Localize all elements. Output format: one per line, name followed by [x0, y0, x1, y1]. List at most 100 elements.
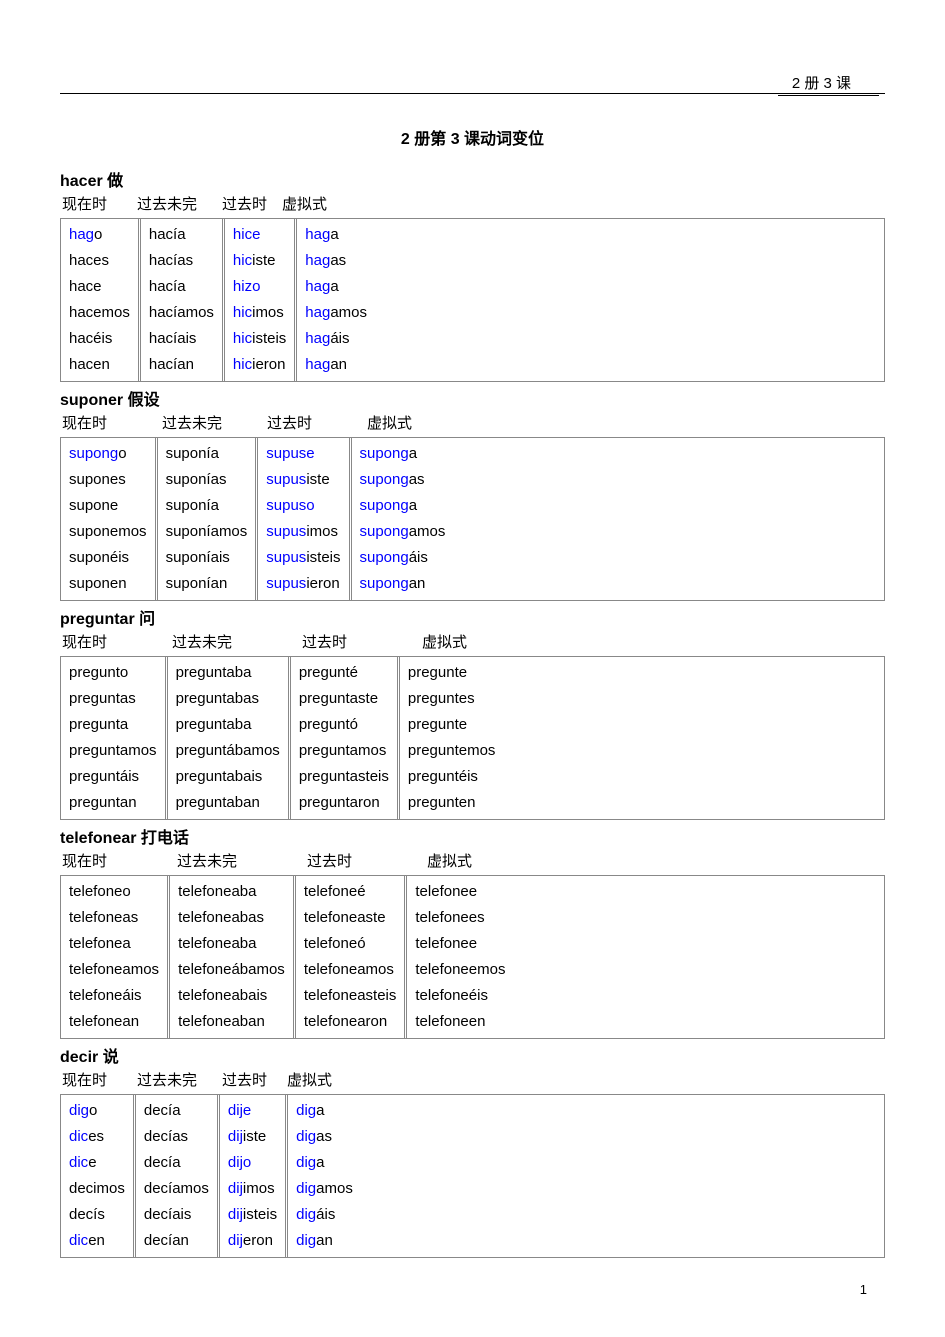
conjugation-cell: dijeron	[228, 1228, 277, 1254]
conjugation-cell: telefonee	[415, 879, 505, 905]
conjugation-column: telefoneetelefoneestelefoneetelefoneemos…	[404, 876, 513, 1038]
tense-header: 过去时	[220, 1069, 285, 1092]
conjugation-cell: hagáis	[305, 326, 367, 352]
tense-headers-row: 现在时过去未完过去时虚拟式	[60, 412, 885, 435]
conjugation-cell: preguntéis	[408, 764, 496, 790]
conjugation-cell: digo	[69, 1098, 125, 1124]
conjugation-cell: suponéis	[69, 545, 147, 571]
tense-headers-row: 现在时过去未完过去时虚拟式	[60, 1069, 885, 1092]
conjugation-cell: dices	[69, 1124, 125, 1150]
conjugation-cell: digamos	[296, 1176, 353, 1202]
conjugation-cell: telefoneéis	[415, 983, 505, 1009]
tense-header: 现在时	[60, 193, 135, 216]
tense-header: 虚拟式	[285, 1069, 350, 1092]
conjugation-cell: preguntáis	[69, 764, 157, 790]
tense-header: 虚拟式	[420, 631, 520, 654]
conjugation-cell: preguntabais	[176, 764, 280, 790]
conjugation-cell: dijimos	[228, 1176, 277, 1202]
conjugation-cell: suponíamos	[166, 519, 248, 545]
conjugation-cell: digan	[296, 1228, 353, 1254]
conjugation-cell: supuse	[266, 441, 340, 467]
conjugation-cell: telefonee	[415, 931, 505, 957]
conjugation-cell: pregunte	[408, 712, 496, 738]
tense-header: 虚拟式	[425, 850, 525, 873]
conjugation-cell: telefoneamos	[304, 957, 397, 983]
conjugation-cell: supongan	[360, 571, 446, 597]
tense-header: 现在时	[60, 631, 170, 654]
conjugation-cell: telefonearon	[304, 1009, 397, 1035]
conjugation-cell: preguntábamos	[176, 738, 280, 764]
conjugation-cell: suponga	[360, 441, 446, 467]
conjugation-cell: telefoneabas	[178, 905, 285, 931]
conjugation-cell: supongo	[69, 441, 147, 467]
conjugation-cell: pregunté	[299, 660, 389, 686]
conjugation-cell: dijisteis	[228, 1202, 277, 1228]
conjugation-cell: preguntaban	[176, 790, 280, 816]
conjugation-cell: diga	[296, 1150, 353, 1176]
conjugation-cell: dicen	[69, 1228, 125, 1254]
conjugation-cell: hagas	[305, 248, 367, 274]
tense-headers-row: 现在时过去未完过去时虚拟式	[60, 193, 885, 216]
conjugation-cell: supongáis	[360, 545, 446, 571]
conjugation-cell: preguntabas	[176, 686, 280, 712]
conjugation-cell: preguntó	[299, 712, 389, 738]
conjugation-column: hagohaceshacehacemoshacéishacen	[61, 219, 138, 381]
conjugation-column: digodicesdicedecimosdecísdicen	[61, 1095, 133, 1257]
conjugation-column: dijedijistedijodijimosdijisteisdijeron	[217, 1095, 285, 1257]
conjugation-cell: preguntaba	[176, 660, 280, 686]
conjugation-cell: dice	[69, 1150, 125, 1176]
conjugation-cell: supuso	[266, 493, 340, 519]
conjugation-cell: preguntes	[408, 686, 496, 712]
conjugation-cell: suponía	[166, 493, 248, 519]
tense-header: 过去未完	[170, 631, 300, 654]
conjugation-cell: preguntas	[69, 686, 157, 712]
conjugation-cell: decías	[144, 1124, 209, 1150]
conjugation-column: preguntabapreguntabaspreguntabapreguntáb…	[165, 657, 288, 819]
conjugation-cell: supusimos	[266, 519, 340, 545]
conjugation-cell: supusiste	[266, 467, 340, 493]
conjugation-column: hicehicistehizohicimoshicisteishicieron	[222, 219, 294, 381]
conjugation-cell: telefoneaba	[178, 931, 285, 957]
conjugation-cell: suponías	[166, 467, 248, 493]
conjugation-cell: haga	[305, 274, 367, 300]
conjugation-cell: supones	[69, 467, 147, 493]
verb-title: suponer 假设	[60, 386, 885, 410]
conjugation-cell: telefonean	[69, 1009, 159, 1035]
conjugation-cell: preguntamos	[299, 738, 389, 764]
conjugation-table: preguntopreguntaspreguntapreguntamospreg…	[60, 656, 885, 820]
conjugation-cell: supusisteis	[266, 545, 340, 571]
conjugation-column: digadigasdigadigamosdigáisdigan	[285, 1095, 361, 1257]
conjugation-cell: hicimos	[233, 300, 286, 326]
conjugation-cell: hagamos	[305, 300, 367, 326]
conjugation-cell: supone	[69, 493, 147, 519]
conjugation-cell: telefoneaban	[178, 1009, 285, 1035]
conjugation-cell: preguntan	[69, 790, 157, 816]
conjugation-cell: haga	[305, 222, 367, 248]
conjugation-cell: telefonees	[415, 905, 505, 931]
verb-section: suponer 假设现在时过去未完过去时虚拟式supongosuponessup…	[60, 386, 885, 601]
verb-section: telefonear 打电话现在时过去未完过去时虚拟式telefoneotele…	[60, 824, 885, 1039]
page-number: 1	[860, 1282, 867, 1297]
conjugation-column: preguntépreguntastepreguntópreguntamospr…	[288, 657, 397, 819]
conjugation-cell: suponían	[166, 571, 248, 597]
conjugation-cell: hacían	[149, 352, 214, 378]
conjugation-cell: dije	[228, 1098, 277, 1124]
tense-headers-row: 现在时过去未完过去时虚拟式	[60, 850, 885, 873]
conjugation-cell: telefoneé	[304, 879, 397, 905]
header-rule	[60, 93, 885, 94]
tense-header: 现在时	[60, 1069, 135, 1092]
tense-header: 过去时	[305, 850, 425, 873]
verb-title: decir 说	[60, 1043, 885, 1067]
conjugation-cell: diga	[296, 1098, 353, 1124]
conjugation-cell: digáis	[296, 1202, 353, 1228]
conjugation-cell: hacen	[69, 352, 130, 378]
conjugation-cell: decíais	[144, 1202, 209, 1228]
conjugation-cell: hacíais	[149, 326, 214, 352]
conjugation-cell: hacéis	[69, 326, 130, 352]
conjugation-cell: telefoneó	[304, 931, 397, 957]
conjugation-column: supongasupongassupongasupongamossupongái…	[349, 438, 454, 600]
conjugation-cell: digas	[296, 1124, 353, 1150]
conjugation-cell: suponemos	[69, 519, 147, 545]
conjugation-cell: hacíamos	[149, 300, 214, 326]
conjugation-table: digodicesdicedecimosdecísdicendecíadecía…	[60, 1094, 885, 1258]
